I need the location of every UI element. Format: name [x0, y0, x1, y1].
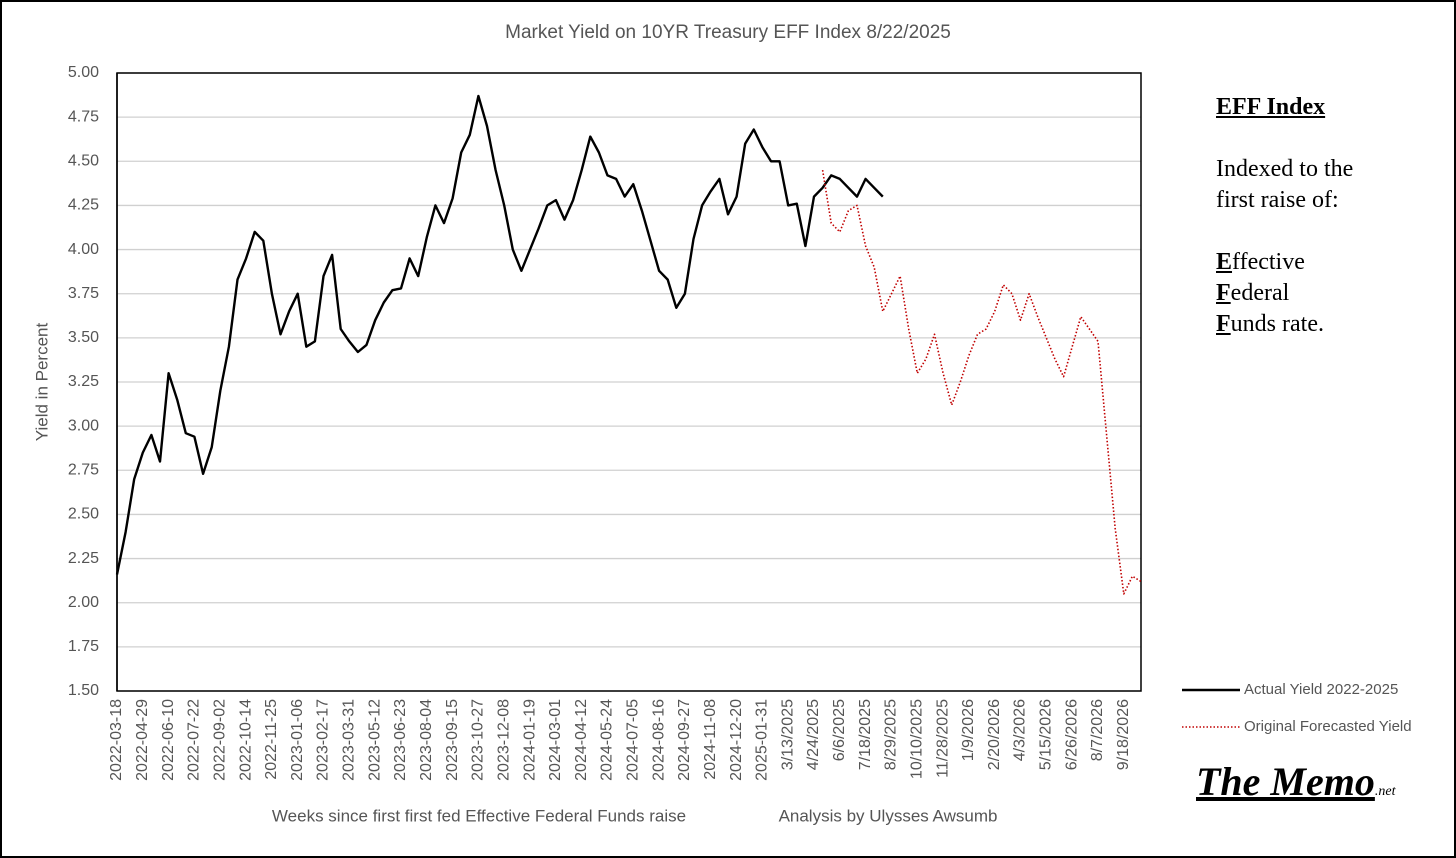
y-tick-label: 5.00: [68, 64, 99, 81]
x-tick-label: 2024-01-19: [521, 699, 538, 781]
x-tick-label: 2023-09-15: [444, 699, 461, 781]
y-tick-label: 3.50: [68, 329, 99, 346]
y-tick-label: 4.00: [68, 241, 99, 258]
x-tick-label: 2023-03-31: [341, 699, 358, 781]
x-tick-label: 2023-06-23: [392, 699, 409, 781]
x-tick-label: 2022-07-22: [186, 699, 203, 781]
x-tick-label: 2024-05-24: [599, 699, 616, 781]
x-tick-label: 1/9/2026: [960, 699, 977, 761]
y-axis-label: Yield in Percent: [32, 323, 51, 442]
plot-border: [116, 72, 1142, 692]
x-tick-label: 4/24/2025: [805, 699, 822, 770]
y-tick-label: 2.50: [68, 506, 99, 523]
note-terms: Effective Federal Funds rate.: [1216, 247, 1376, 340]
logo-suffix: .net: [1374, 784, 1396, 799]
x-tick-label: 2024-11-08: [702, 699, 719, 780]
x-tick-label: 2/20/2026: [986, 699, 1003, 770]
x-tick-label: 5/15/2026: [1038, 699, 1055, 770]
x-tick-label: 6/6/2025: [831, 699, 848, 761]
x-tick-label: 11/28/2025: [934, 699, 951, 778]
note-term: Effective: [1216, 249, 1305, 275]
logo: The Memo.net: [1196, 758, 1395, 805]
note: EFF Index Indexed to the first raise of:…: [1216, 92, 1376, 340]
x-tick-label: 2022-06-10: [160, 699, 177, 781]
x-tick-label: 8/7/2026: [1089, 699, 1106, 761]
x-tick-label: 2023-08-04: [418, 699, 435, 781]
x-axis-label: Weeks since first first fed Effective Fe…: [272, 806, 686, 825]
x-tick-label: 2023-01-06: [289, 699, 306, 781]
x-tick-label: 2024-08-16: [650, 699, 667, 781]
x-tick-label: 10/10/2025: [908, 699, 925, 779]
chart-title: Market Yield on 10YR Treasury EFF Index …: [505, 22, 951, 43]
x-tick-label: 2023-10-27: [470, 699, 487, 781]
x-tick-label: 4/3/2026: [1012, 699, 1029, 761]
series-line: [115, 94, 884, 575]
x-tick-label: 2022-10-14: [237, 699, 254, 781]
y-tick-label: 3.00: [68, 417, 99, 434]
y-tick-label: 2.00: [68, 594, 99, 611]
y-tick-label: 3.75: [68, 285, 99, 302]
y-tick-label: 3.25: [68, 373, 99, 390]
note-text: Indexed to the first raise of:: [1216, 156, 1354, 213]
y-tick-label: 1.50: [68, 682, 99, 699]
y-tick-label: 2.75: [68, 462, 99, 479]
legend-label: Actual Yield 2022-2025: [1244, 681, 1398, 698]
x-tick-label: 2023-02-17: [315, 699, 332, 781]
y-tick-label: 4.75: [68, 108, 99, 125]
y-tick-label: 4.50: [68, 153, 99, 170]
logo-name: The Memo: [1196, 759, 1375, 804]
x-tick-label: 3/13/2025: [779, 699, 796, 770]
x-tick-label: 2024-03-01: [547, 699, 564, 781]
x-tick-label: 6/26/2026: [1063, 699, 1080, 770]
note-term: Federal: [1216, 280, 1290, 306]
legend-label: Original Forecasted Yield: [1244, 718, 1412, 735]
y-tick-label: 1.75: [68, 638, 99, 655]
x-tick-label: 7/18/2025: [857, 699, 874, 770]
x-tick-label: 2025-01-31: [754, 699, 771, 781]
x-tick-label: 2023-05-12: [366, 699, 383, 781]
x-tick-label: 2022-03-18: [108, 699, 125, 781]
x-tick-label: 2023-12-08: [495, 699, 512, 781]
x-tick-label: 2022-04-29: [134, 699, 151, 781]
x-tick-label: 9/18/2026: [1115, 699, 1132, 770]
x-tick-label: 2024-07-05: [625, 699, 642, 781]
note-term: Funds rate.: [1216, 311, 1324, 337]
credit: Analysis by Ulysses Awsumb: [779, 806, 998, 825]
y-tick-label: 2.25: [68, 550, 99, 567]
x-tick-label: 2024-12-20: [728, 699, 745, 781]
note-title: EFF Index: [1216, 94, 1326, 120]
x-tick-label: 2024-09-27: [676, 699, 693, 781]
x-tick-label: 8/29/2025: [883, 699, 900, 770]
x-tick-label: 2022-09-02: [211, 699, 228, 781]
y-tick-label: 4.25: [68, 197, 99, 214]
x-tick-label: 2024-04-12: [573, 699, 590, 781]
x-tick-label: 2022-11-25: [263, 699, 280, 780]
